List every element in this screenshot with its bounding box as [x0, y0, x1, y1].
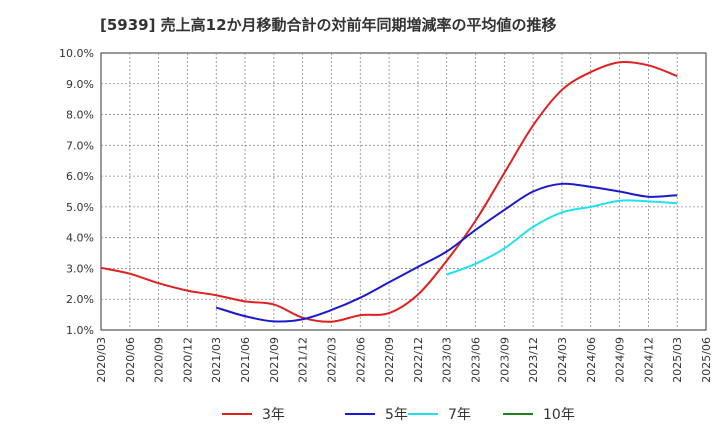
x-tick-label: 2021/12 [297, 337, 310, 383]
x-tick-label: 2023/03 [441, 337, 454, 383]
x-tick-label: 2020/12 [181, 337, 194, 383]
legend: 3年 5年 7年 10年 [222, 407, 575, 423]
x-tick-label: 2021/03 [210, 337, 223, 383]
x-tick-label: 2022/03 [325, 337, 338, 383]
series-line-0 [100, 60, 678, 323]
legend-label-1: 5年 [385, 407, 408, 423]
x-tick-label: 2024/03 [556, 337, 569, 383]
x-tick-label: 2022/06 [354, 337, 367, 383]
chart-title: [5939] 売上高12か月移動合計の対前年同期増減率の平均値の推移 [100, 16, 557, 34]
series-line-2 [446, 199, 678, 276]
legend-label-0: 3年 [262, 407, 285, 423]
series-line-1 [215, 182, 678, 323]
x-tick-label: 2021/09 [268, 337, 281, 383]
legend-label-3: 10年 [543, 407, 575, 423]
y-tick-label: 6.0% [66, 170, 94, 183]
y-axis: 10.0% 9.0% 8.0% 7.0% 6.0% 5.0% 4.0% 3.0% 2.0% 1.0… [59, 47, 94, 337]
y-tick-label: 9.0% [66, 78, 94, 91]
x-tick-label: 2024/06 [585, 337, 598, 383]
x-tick-label: 2020/09 [153, 337, 166, 383]
x-tick-label: 2020/06 [124, 337, 137, 383]
x-tick-label: 2022/09 [383, 337, 396, 383]
y-tick-label: 8.0% [66, 109, 94, 122]
x-tick-label: 2023/12 [527, 337, 540, 383]
y-tick-label: 10.0% [59, 47, 94, 60]
y-tick-label: 1.0% [66, 324, 94, 337]
x-tick-label: 2022/12 [412, 337, 425, 383]
x-axis: 2020/03 2020/06 2020/09 2020/12 2021/03 2021/… [95, 337, 713, 383]
x-tick-label: 2023/06 [470, 337, 483, 383]
y-tick-label: 7.0% [66, 139, 94, 152]
x-tick-label: 2023/09 [498, 337, 511, 383]
x-tick-label: 2021/06 [239, 337, 252, 383]
plot-area [100, 52, 707, 331]
y-tick-label: 5.0% [66, 201, 94, 214]
x-tick-label: 2025/03 [671, 337, 684, 383]
x-tick-label: 2024/09 [614, 337, 627, 383]
x-tick-label: 2025/06 [700, 337, 713, 383]
series-lines [100, 60, 678, 323]
y-tick-label: 3.0% [66, 262, 94, 275]
legend-label-2: 7年 [448, 407, 471, 423]
x-tick-label: 2024/12 [642, 337, 655, 383]
x-tick-label: 2020/03 [95, 337, 108, 383]
y-tick-label: 2.0% [66, 293, 94, 306]
y-tick-label: 4.0% [66, 232, 94, 245]
grid [101, 53, 706, 330]
